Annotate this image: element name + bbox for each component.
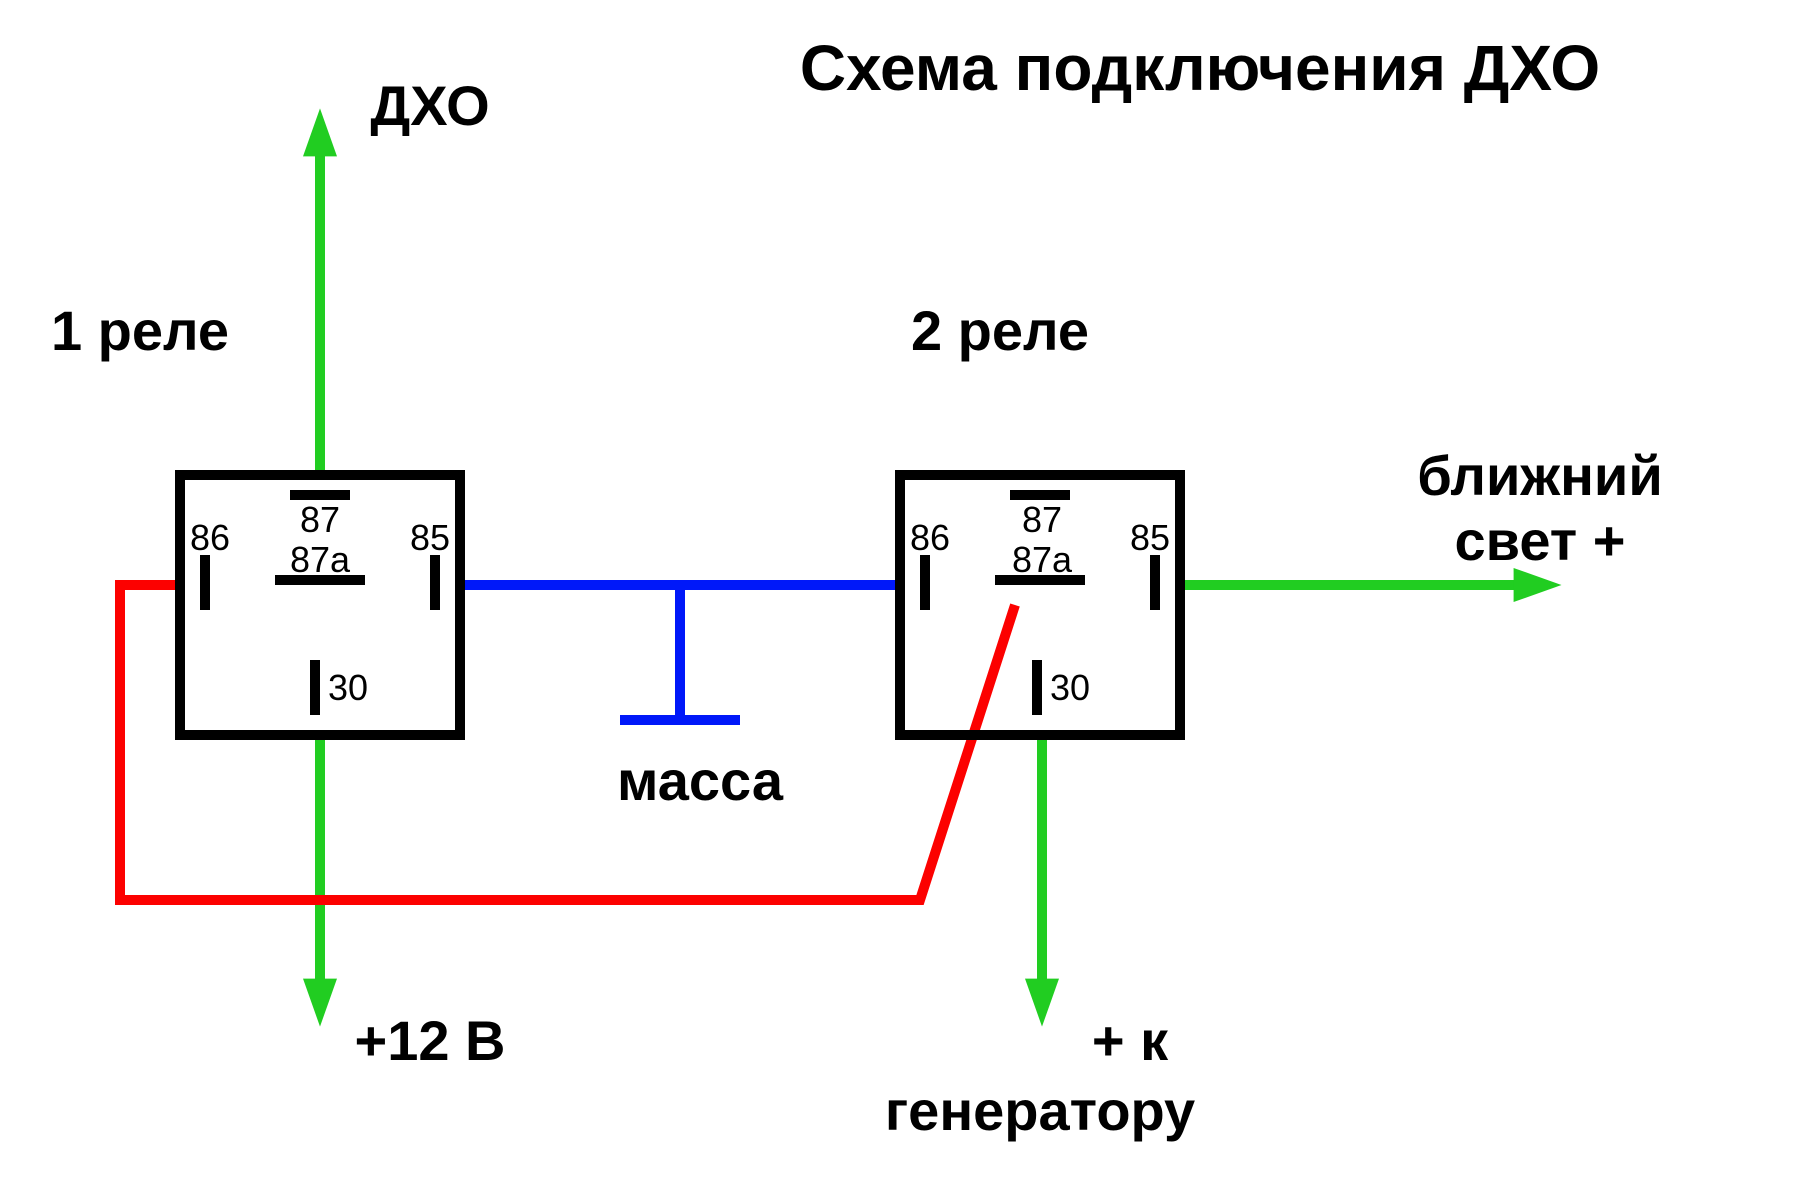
relay1-pin-label-87: 87 bbox=[300, 499, 340, 540]
wire-label-gen: + к bbox=[1092, 1009, 1169, 1072]
wire-label2-low-beam: свет + bbox=[1455, 509, 1626, 572]
wire-label-low-beam: ближний bbox=[1417, 444, 1663, 507]
relay1-label: 1 реле bbox=[51, 299, 229, 362]
ground-label: масса bbox=[617, 749, 784, 812]
relay2-pin-label-87: 87 bbox=[1022, 499, 1062, 540]
relay2-pin-label-86: 86 bbox=[910, 517, 950, 558]
relay1-pin-label-87a: 87а bbox=[290, 539, 351, 580]
relay2-pin-label-85: 85 bbox=[1130, 517, 1170, 558]
relay2-pin-label-30: 30 bbox=[1050, 667, 1090, 708]
wire-label-dho-out: ДХО bbox=[370, 74, 489, 137]
wiring-diagram: Схема подключения ДХО ДХО +12 В + к генерато… bbox=[0, 0, 1800, 1200]
wire-label-v12: +12 В bbox=[355, 1009, 506, 1072]
relay2-pin-label-87a: 87а bbox=[1012, 539, 1073, 580]
relay2-label: 2 реле bbox=[911, 299, 1089, 362]
wire-red-link bbox=[120, 585, 1015, 900]
diagram-title: Схема подключения ДХО bbox=[800, 32, 1600, 104]
relay1-pin-label-85: 85 bbox=[410, 517, 450, 558]
wire-label2-gen: генератору bbox=[885, 1079, 1195, 1142]
relay1-pin-label-30: 30 bbox=[328, 667, 368, 708]
relay1-pin-label-86: 86 bbox=[190, 517, 230, 558]
